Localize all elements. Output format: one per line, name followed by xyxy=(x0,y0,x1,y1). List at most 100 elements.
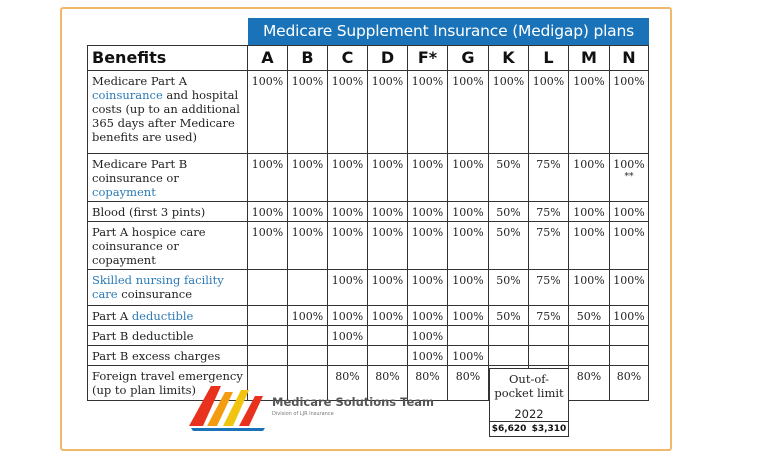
coverage-cell: 80% xyxy=(447,365,489,401)
glossary-link[interactable]: Skilled nursing facility care xyxy=(92,273,224,301)
coverage-value: 100% xyxy=(532,75,565,88)
plan-header: B xyxy=(287,45,328,71)
coverage-value: 100% xyxy=(573,158,605,171)
benefit-label-text: Part B deductible xyxy=(92,329,194,343)
benefit-label: Part B excess charges xyxy=(87,345,248,366)
benefit-label-text: Part A hospice care coinsurance or copay… xyxy=(92,225,206,267)
coverage-cell: 100% xyxy=(447,269,489,306)
benefit-label: Foreign travel emergency (up to plan lim… xyxy=(87,365,248,401)
plan-header: N xyxy=(609,45,649,71)
coverage-cell: 75% xyxy=(528,269,569,306)
coverage-cell: 100% xyxy=(447,153,489,202)
coverage-value: 100% xyxy=(411,206,444,219)
coverage-cell: 100% xyxy=(447,305,489,326)
coverage-value: 100% xyxy=(573,274,605,287)
coverage-cell: 100% xyxy=(568,153,610,202)
coverage-cell: 100% xyxy=(327,221,368,270)
coverage-cell: 100% xyxy=(488,70,529,154)
coverage-value: 100% xyxy=(573,226,605,239)
coverage-value: 100% xyxy=(331,310,364,323)
coverage-value: 100% xyxy=(331,274,364,287)
coverage-value: 100% xyxy=(452,226,484,239)
coverage-value: 100% xyxy=(411,158,444,171)
coverage-cell: 100% ** xyxy=(609,153,649,202)
coverage-cell xyxy=(528,345,569,366)
coverage-value: 100% xyxy=(411,330,444,343)
plan-header: C xyxy=(327,45,368,71)
coverage-cell: 75% xyxy=(528,221,569,270)
coverage-value: 100% xyxy=(573,206,605,219)
coverage-cell xyxy=(287,365,328,401)
coverage-cell: 100% xyxy=(609,305,649,326)
coverage-cell: 50% xyxy=(488,153,529,202)
coverage-cell: 100% xyxy=(247,153,288,202)
logo-name: Medicare Solutions Team xyxy=(272,395,435,409)
coverage-value: 80% xyxy=(415,370,440,383)
coverage-cell: 80% xyxy=(367,365,408,401)
coverage-value: 80% xyxy=(455,370,481,383)
coverage-cell: 100% xyxy=(367,269,408,306)
coverage-value: 100% xyxy=(331,206,364,219)
coverage-cell: 80% xyxy=(609,365,649,401)
coverage-value: 50% xyxy=(496,158,521,171)
coverage-value: 100% xyxy=(573,75,605,88)
coverage-value: 100% xyxy=(291,206,324,219)
coverage-cell: 100% xyxy=(609,201,649,222)
coverage-value: 100% xyxy=(371,310,404,323)
benefit-label-text: and hospital costs (up to an additional … xyxy=(92,88,240,144)
coverage-cell: 100% xyxy=(407,70,448,154)
coverage-cell: 100% xyxy=(367,305,408,326)
out-of-pocket-values: $6,620 $3,310 xyxy=(490,421,568,438)
coverage-cell: 50% xyxy=(488,221,529,270)
coverage-cell xyxy=(447,325,489,346)
coverage-value: 75% xyxy=(536,310,561,323)
coverage-value: 100% xyxy=(411,75,444,88)
coverage-cell: 100% xyxy=(367,201,408,222)
coverage-value: 100% xyxy=(452,274,484,287)
coverage-value: 75% xyxy=(536,226,561,239)
coverage-cell xyxy=(488,325,529,346)
glossary-link[interactable]: deductible xyxy=(131,309,194,323)
coverage-value: 75% xyxy=(536,206,561,219)
coverage-cell: 100% xyxy=(609,70,649,154)
out-of-pocket-title: Out-of-pocket limit xyxy=(494,372,564,400)
coverage-cell: 100% xyxy=(247,221,288,270)
coverage-value: 80% xyxy=(616,370,642,383)
coverage-value: 50% xyxy=(576,310,602,323)
glossary-link[interactable]: copayment xyxy=(92,185,156,199)
coverage-cell: 75% xyxy=(528,153,569,202)
coverage-cell: 100% xyxy=(568,70,610,154)
coverage-cell: 100% xyxy=(568,221,610,270)
coverage-value: 75% xyxy=(536,274,561,287)
coverage-cell: 75% xyxy=(528,201,569,222)
coverage-cell: 100% xyxy=(247,70,288,154)
coverage-value: 100% xyxy=(371,226,404,239)
coverage-value: 100% xyxy=(291,75,324,88)
coverage-cell: 50% xyxy=(568,305,610,326)
coverage-cell: 100% xyxy=(367,221,408,270)
benefit-label: Part A deductible xyxy=(87,305,248,326)
coverage-cell: 100% xyxy=(407,201,448,222)
glossary-link[interactable]: coinsurance xyxy=(92,88,163,102)
plan-header: G xyxy=(447,45,489,71)
coverage-cell: 50% xyxy=(488,201,529,222)
coverage-value: 100% xyxy=(291,310,324,323)
coverage-cell: 100% xyxy=(287,70,328,154)
medigap-table: Benefits A B C D F* G K L M N Medicare P… xyxy=(87,45,649,401)
coverage-value: 100% xyxy=(452,75,484,88)
coverage-cell xyxy=(247,345,288,366)
table-row: Part A hospice care coinsurance or copay… xyxy=(87,221,649,270)
coverage-cell: 100% xyxy=(367,153,408,202)
coverage-value: 100% xyxy=(371,274,404,287)
coverage-cell xyxy=(247,365,288,401)
table-row: Part A deductible 100% 100% 100% 100% 100% 50%… xyxy=(87,305,649,326)
coverage-value: 100% xyxy=(411,274,444,287)
coverage-value: 100% xyxy=(251,158,284,171)
coverage-cell xyxy=(287,345,328,366)
coverage-cell: 100% xyxy=(407,269,448,306)
benefit-label-text: coinsurance xyxy=(117,287,193,301)
coverage-cell: 100% xyxy=(447,345,489,366)
coverage-value: 100% xyxy=(411,350,444,363)
coverage-cell xyxy=(367,345,408,366)
coverage-value: 100% xyxy=(613,158,645,171)
